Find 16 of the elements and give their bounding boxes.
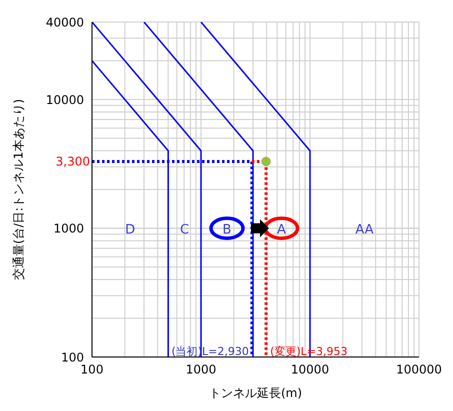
x-tick-label: 100000 bbox=[396, 362, 442, 377]
annotation: A bbox=[277, 222, 286, 238]
x-axis-title: トンネル延長(m) bbox=[208, 386, 302, 400]
y-tick-label: 10000 bbox=[46, 92, 84, 107]
y-tick-label: 1000 bbox=[53, 222, 84, 236]
annotation: AA bbox=[355, 222, 374, 238]
x-tick-label: 1000 bbox=[186, 362, 216, 377]
text: 3,300 bbox=[56, 154, 90, 168]
annotation: D bbox=[125, 222, 136, 238]
y-tick-label: 40000 bbox=[46, 15, 84, 30]
annotation: C bbox=[180, 222, 190, 238]
x-tick-label: 10000 bbox=[290, 362, 330, 377]
x-tick-label: 100 bbox=[80, 362, 104, 377]
y-axis-title: 交通量(台/日:トンネル1本あたり) bbox=[11, 98, 26, 280]
y-tick-label: 100 bbox=[61, 350, 84, 364]
annotation: B bbox=[222, 222, 232, 238]
